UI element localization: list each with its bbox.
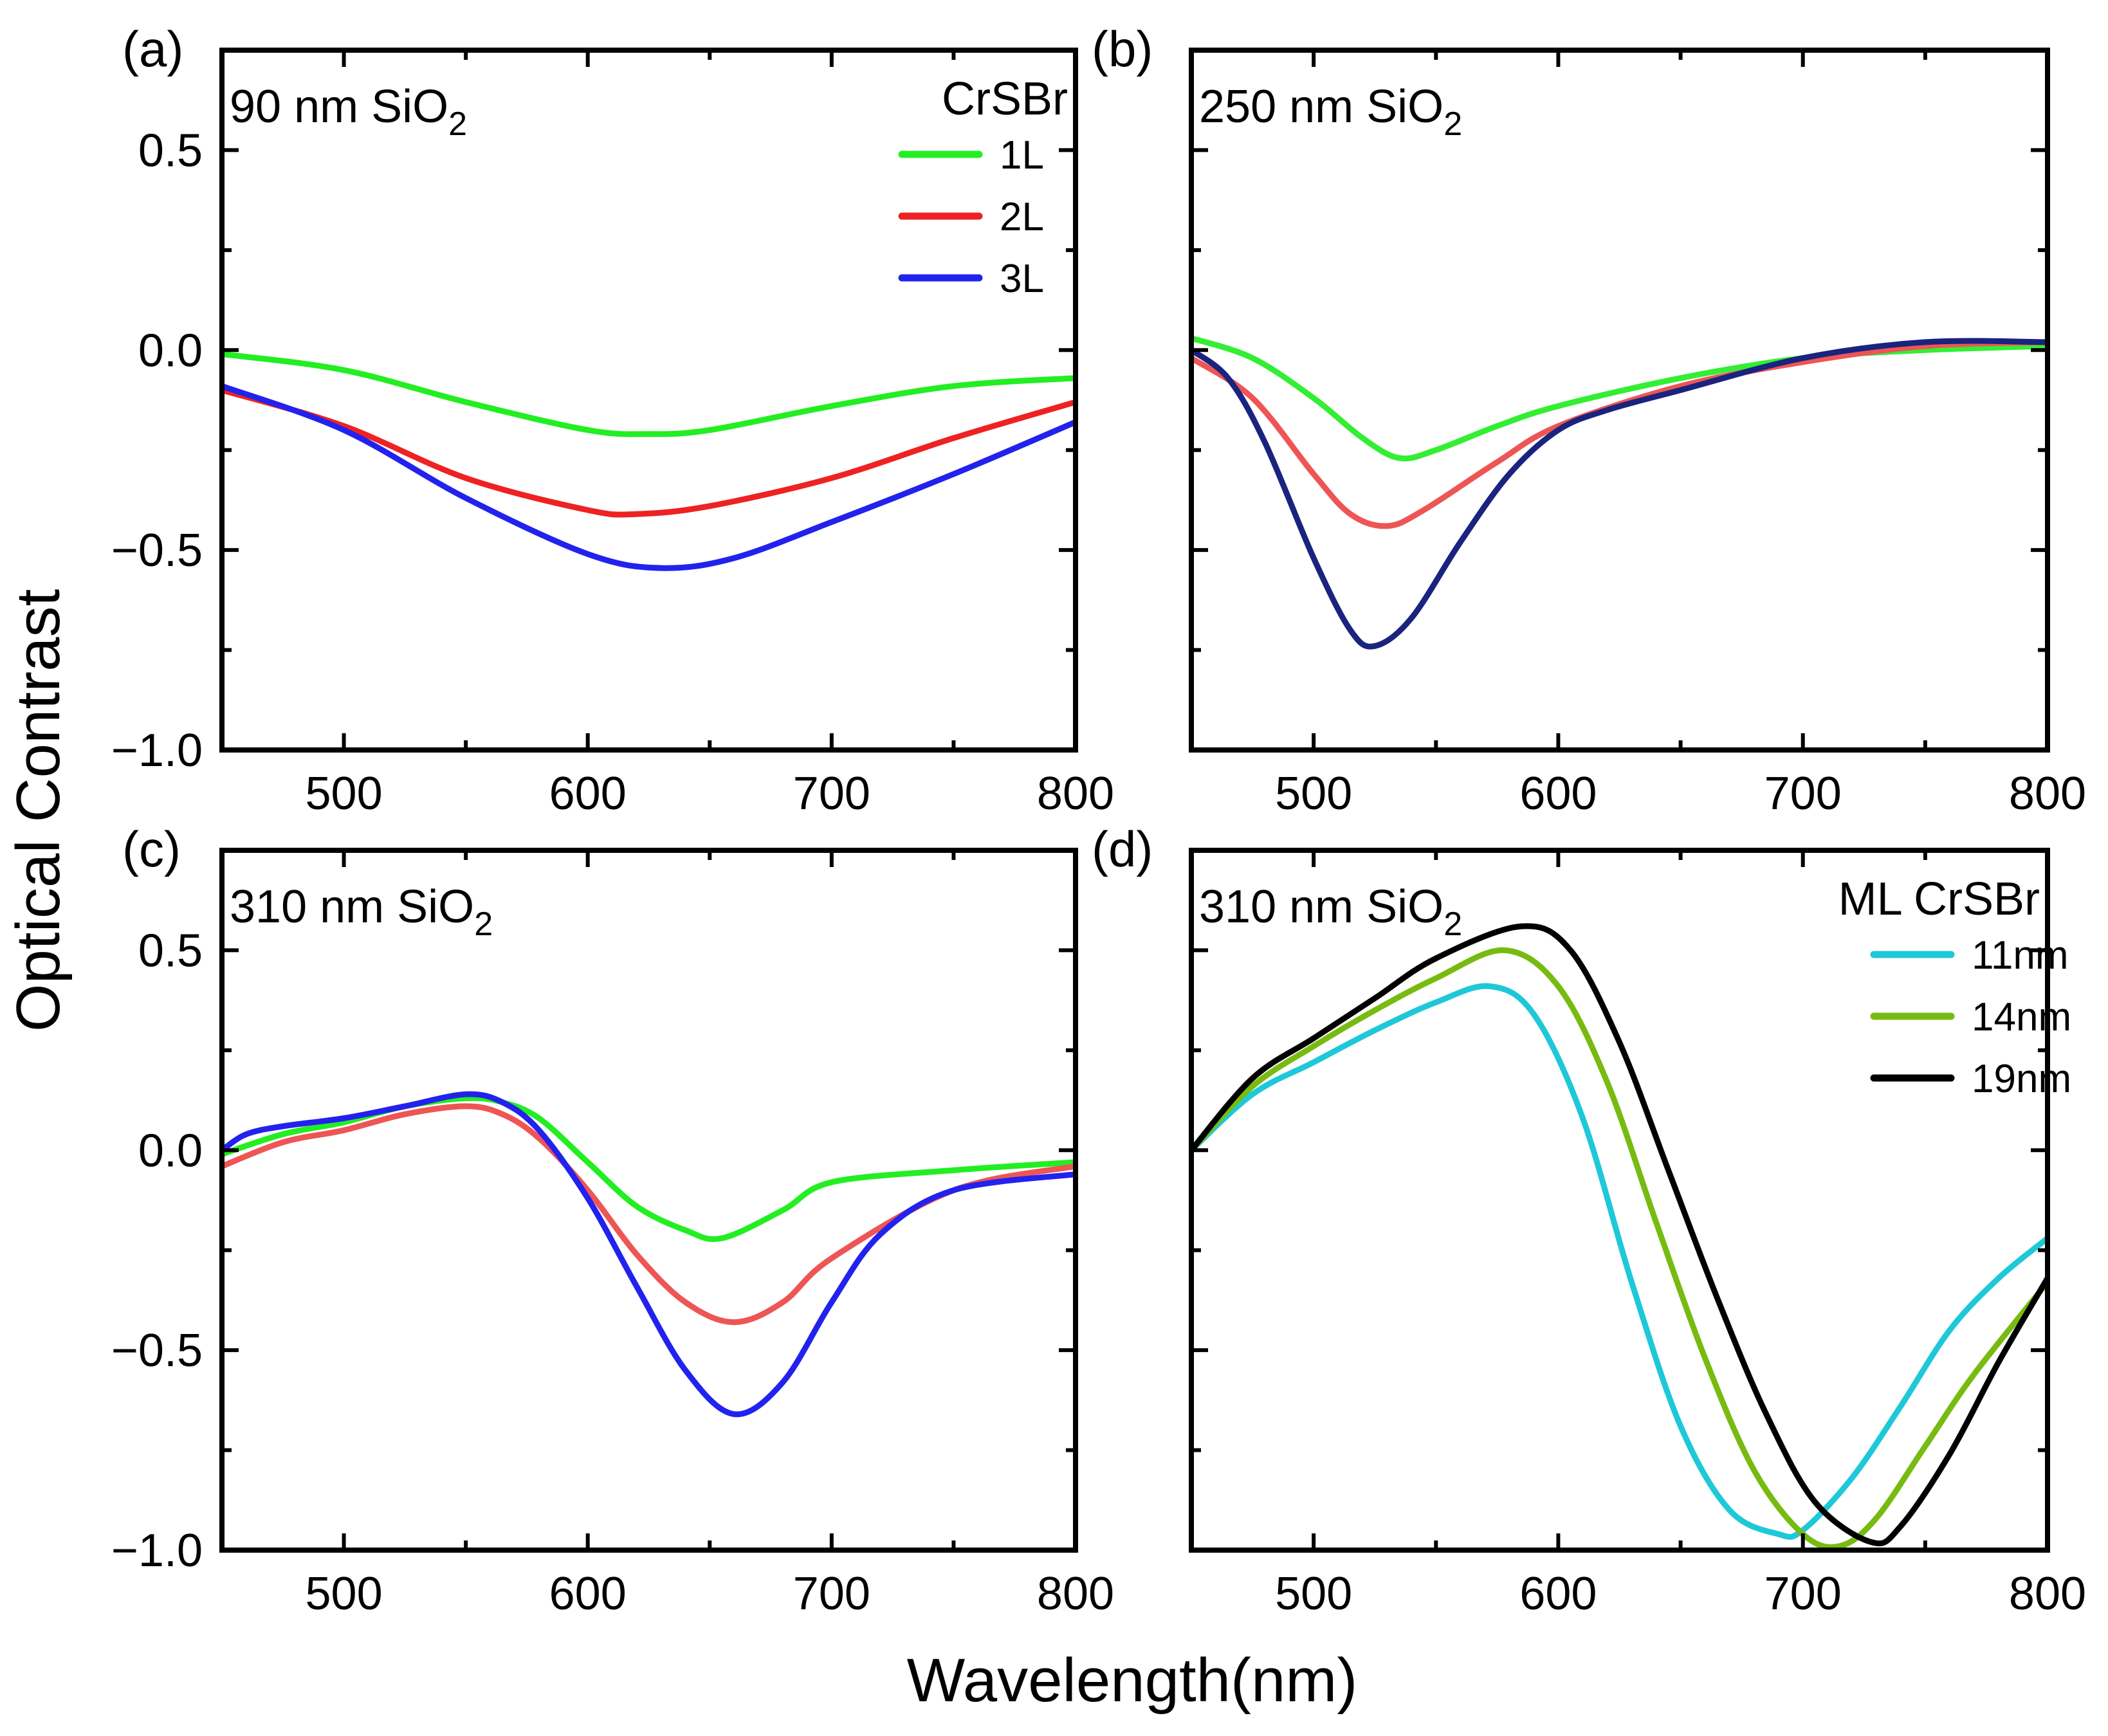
series-line-3l xyxy=(222,383,1076,571)
plot-frame xyxy=(219,48,1078,753)
legend-title: ML CrSBr xyxy=(1838,873,2040,925)
y-tick-label: −0.5 xyxy=(111,1325,203,1376)
annotation-subscript: 2 xyxy=(448,105,467,143)
y-tick-label: −1.0 xyxy=(111,1525,203,1576)
panel-b: 500 600 700 800 (b) 250 nm SiO2 xyxy=(1092,21,2086,819)
plot-frame xyxy=(1189,48,2050,753)
legend-label: 14nm xyxy=(1972,995,2071,1039)
x-tick-label: 500 xyxy=(306,1568,383,1620)
panel-c: 500 600 700 800 0.5 0.0 −0.5 −1.0 (c) 310 nm SiO2 xyxy=(111,821,1114,1620)
x-tick-label: 800 xyxy=(2009,768,2086,819)
series-line-1l xyxy=(1191,335,2048,462)
panel-label: (a) xyxy=(122,21,183,77)
legend: CrSBr 1L 2L 3L xyxy=(898,73,1068,301)
x-tick-label: 800 xyxy=(1037,768,1114,819)
annotation-subscript: 2 xyxy=(474,906,493,943)
panel-d: 500 600 700 800 (d) 310 nm SiO2 ML CrSBr 11nm 14… xyxy=(1092,821,2086,1620)
y-axis-label: Optical Contrast xyxy=(4,589,73,1032)
x-tick-label: 600 xyxy=(549,1568,627,1620)
annotation-text: 310 nm SiO xyxy=(230,881,474,933)
legend: ML CrSBr 11nm 14nm 19nm xyxy=(1838,873,2071,1101)
substrate-annotation: 90 nm SiO2 xyxy=(230,81,467,143)
annotation-text: 250 nm SiO xyxy=(1199,81,1444,132)
substrate-annotation: 250 nm SiO2 xyxy=(1199,81,1462,143)
legend-label: 3L xyxy=(1000,257,1044,301)
panel-label: (d) xyxy=(1092,821,1153,877)
panel-label: (c) xyxy=(122,821,181,877)
substrate-annotation: 310 nm SiO2 xyxy=(1199,881,1462,943)
series-line-3l xyxy=(222,1091,1076,1418)
series-line-14nm xyxy=(1191,947,2048,1550)
y-tick-label: 0.0 xyxy=(138,1125,203,1176)
substrate-annotation: 310 nm SiO2 xyxy=(230,881,493,943)
panel-label: (b) xyxy=(1092,21,1153,77)
x-tick-label: 600 xyxy=(549,768,627,819)
y-tick-label: 0.5 xyxy=(138,125,203,176)
x-tick-label: 500 xyxy=(1275,768,1352,819)
series-line-19nm xyxy=(1191,923,2048,1547)
legend-label: 19nm xyxy=(1972,1057,2071,1101)
annotation-text: 90 nm SiO xyxy=(230,81,448,132)
plot-frame xyxy=(1189,848,2050,1553)
x-axis-label: Wavelength(nm) xyxy=(907,1646,1358,1715)
annotation-subscript: 2 xyxy=(1444,105,1462,143)
plot-frame xyxy=(219,848,1078,1553)
x-tick-label: 800 xyxy=(1037,1568,1114,1620)
legend-title: CrSBr xyxy=(942,73,1068,125)
x-tick-label: 600 xyxy=(1519,1568,1597,1620)
x-tick-label: 500 xyxy=(1275,1568,1352,1620)
panel-a: 500 600 700 800 0.5 0.0 −0.5 −1.0 (a) 90 nm SiO2 C… xyxy=(111,21,1114,819)
legend-label: 11nm xyxy=(1972,933,2069,978)
x-tick-label: 700 xyxy=(793,1568,870,1620)
series-line-2l xyxy=(1191,339,2048,529)
series-line-2l xyxy=(222,387,1076,518)
legend-label: 1L xyxy=(1000,133,1044,178)
series-line-3l xyxy=(1191,338,2048,650)
series-line-11nm xyxy=(1191,983,2048,1540)
x-tick-label: 700 xyxy=(1764,768,1842,819)
y-tick-label: −0.5 xyxy=(111,525,203,576)
x-tick-label: 700 xyxy=(793,768,870,819)
y-tick-label: 0.0 xyxy=(138,325,203,376)
y-tick-label: −1.0 xyxy=(111,725,203,776)
y-tick-label: 0.5 xyxy=(138,925,203,976)
x-tick-label: 600 xyxy=(1519,768,1597,819)
x-tick-label: 500 xyxy=(306,768,383,819)
series-line-1l xyxy=(222,351,1076,437)
x-tick-label: 700 xyxy=(1764,1568,1842,1620)
x-tick-label: 800 xyxy=(2009,1568,2086,1620)
annotation-subscript: 2 xyxy=(1444,906,1462,943)
legend-label: 2L xyxy=(1000,195,1044,239)
series-line-2l xyxy=(222,1103,1076,1326)
annotation-text: 310 nm SiO xyxy=(1199,881,1444,933)
